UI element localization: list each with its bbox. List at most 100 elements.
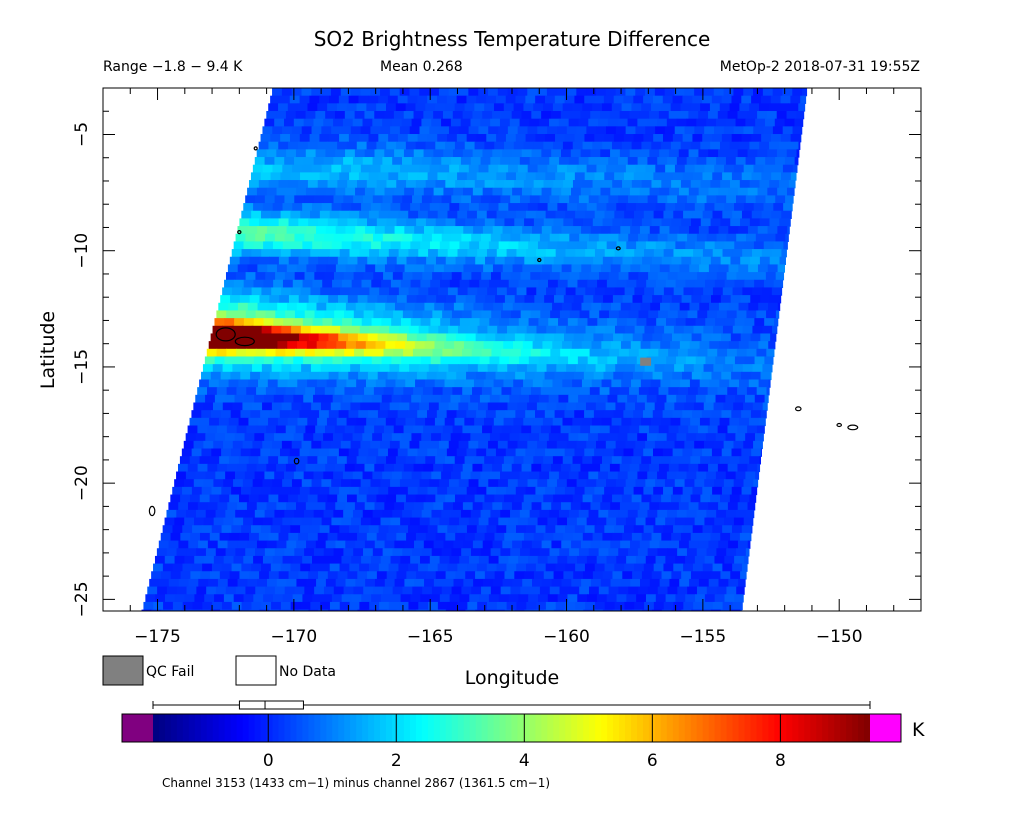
heatmap-cell	[356, 141, 368, 150]
heatmap-cell	[337, 494, 348, 503]
heatmap-cell	[458, 479, 470, 488]
heatmap-cell	[389, 287, 400, 296]
heatmap-cell	[640, 379, 652, 388]
heatmap-cell	[731, 95, 742, 104]
heatmap-cell	[220, 371, 232, 381]
heatmap-cell	[535, 563, 547, 572]
heatmap-cell	[607, 356, 618, 365]
heatmap-cell	[652, 410, 664, 419]
heatmap-cell	[243, 203, 254, 212]
heatmap-cell	[426, 333, 437, 342]
heatmap-cell	[347, 295, 359, 304]
heatmap-cell	[584, 563, 596, 572]
heatmap-cell	[502, 578, 513, 588]
heatmap-cell	[481, 272, 492, 281]
heatmap-cell	[367, 609, 378, 611]
heatmap-cell	[530, 348, 542, 358]
heatmap-cell	[751, 95, 762, 104]
heatmap-cell	[301, 517, 313, 526]
heatmap-cell	[666, 433, 678, 442]
heatmap-cell	[272, 517, 283, 526]
heatmap-cell	[396, 494, 407, 503]
heatmap-cell	[374, 226, 386, 235]
heatmap-cell	[525, 410, 536, 419]
heatmap-cell	[486, 448, 497, 457]
heatmap-cell	[298, 295, 310, 304]
heatmap-cell	[423, 425, 434, 434]
heatmap-cell	[411, 471, 423, 480]
heatmap-cell	[362, 394, 373, 404]
heatmap-cell	[359, 601, 370, 611]
heatmap-cell	[190, 609, 202, 611]
heatmap-cell	[533, 417, 544, 427]
heatmap-cell	[256, 149, 268, 158]
heatmap-cell	[523, 417, 534, 427]
heatmap-cell	[428, 325, 439, 335]
heatmap-cell	[433, 463, 444, 473]
heatmap-cell	[676, 394, 687, 404]
heatmap-cell	[635, 440, 646, 450]
heatmap-cell	[386, 494, 397, 503]
heatmap-cell	[407, 486, 419, 496]
heatmap-cell	[260, 134, 271, 143]
heatmap-cell	[740, 295, 751, 304]
colorbar-step	[236, 714, 244, 742]
heatmap-cell	[293, 433, 305, 442]
heatmap-cell	[554, 448, 566, 457]
heatmap-cell	[232, 402, 244, 411]
heatmap-cell	[333, 157, 344, 166]
heatmap-cell	[562, 103, 574, 112]
heatmap-cell	[397, 371, 408, 381]
heatmap-cell	[553, 571, 564, 580]
heatmap-cell	[324, 272, 335, 281]
heatmap-cell	[738, 341, 750, 350]
heatmap-cell	[508, 241, 519, 250]
heatmap-cell	[219, 571, 231, 580]
heatmap-cell	[532, 302, 543, 312]
heatmap-cell	[522, 341, 534, 350]
heatmap-cell	[660, 379, 671, 388]
heatmap-cell	[325, 540, 337, 549]
colorbar-step	[505, 714, 513, 742]
heatmap-cell	[319, 486, 330, 496]
heatmap-cell	[198, 578, 209, 588]
heatmap-cell	[400, 517, 411, 526]
heatmap-cell	[457, 563, 468, 572]
heatmap-cell	[560, 463, 572, 473]
heatmap-cell	[711, 410, 723, 419]
heatmap-cell	[676, 356, 687, 365]
heatmap-cell	[596, 517, 607, 526]
heatmap-cell	[426, 256, 437, 266]
heatmap-cell	[184, 594, 196, 603]
heatmap-cell	[536, 249, 547, 258]
heatmap-cell	[402, 157, 413, 166]
heatmap-cell	[202, 601, 213, 611]
heatmap-cell	[473, 302, 484, 312]
heatmap-cell	[176, 509, 187, 519]
heatmap-cell	[430, 279, 441, 289]
heatmap-cell	[744, 318, 755, 327]
heatmap-cell	[436, 609, 447, 611]
heatmap-cell	[511, 463, 523, 473]
heatmap-cell	[303, 471, 315, 480]
heatmap-cell	[666, 356, 677, 365]
heatmap-cell	[673, 172, 684, 181]
heatmap-cell	[544, 95, 556, 104]
heatmap-cell	[569, 310, 581, 319]
heatmap-cell	[754, 318, 765, 327]
heatmap-cell	[333, 586, 345, 595]
heatmap-cell	[444, 302, 455, 312]
heatmap-cell	[400, 555, 411, 565]
heatmap-cell	[174, 555, 186, 565]
heatmap-cell	[643, 172, 654, 181]
heatmap-cell	[215, 471, 226, 480]
heatmap-cell	[770, 371, 772, 381]
heatmap-cell	[271, 601, 282, 611]
heatmap-cell	[274, 157, 285, 166]
heatmap-cell	[714, 203, 725, 212]
heatmap-cell	[272, 203, 284, 212]
heatmap-cell	[264, 471, 275, 480]
heatmap-cell	[318, 609, 329, 611]
heatmap-cell	[737, 540, 749, 549]
heatmap-cell	[702, 172, 713, 181]
